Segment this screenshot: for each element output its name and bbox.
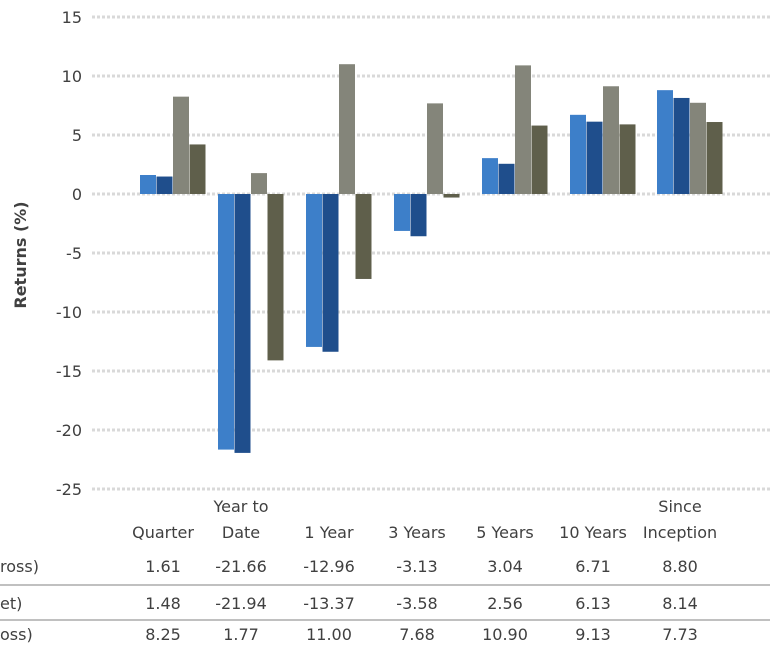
x-category-label: 3 Years [388,523,445,542]
bar [156,176,173,194]
table-cell: 6.71 [575,557,611,576]
y-tick-label: -25 [56,480,82,499]
bar [443,194,460,198]
y-axis-label: Returns (%) [11,201,30,308]
table-cell: 2.56 [487,594,523,613]
bar [189,144,206,194]
bar [173,96,189,194]
bar [394,194,410,231]
table-cell: -13.37 [303,594,355,613]
y-tick-label: -10 [56,303,82,322]
y-tick-label: 15 [62,8,82,27]
bar [515,65,531,194]
table-cell: 8.80 [662,557,698,576]
table-row-label: ross) [0,557,39,576]
bar [586,121,603,194]
y-tick-label: 10 [62,67,82,86]
table-row-label: et) [0,594,22,613]
bar [482,158,498,194]
bar [218,194,234,450]
x-category-label: 1 Year [304,523,354,542]
data-table: ross) 1.61 -21.66 -12.96 -3.13 3.04 6.71 8.80 et… [0,557,770,644]
y-tick-label: -20 [56,421,82,440]
bar [657,90,673,194]
table-cell: 7.73 [662,625,698,644]
x-category-label: 5 Years [476,523,533,542]
table-cell: 10.90 [482,625,528,644]
bar [619,124,636,194]
bar [306,194,322,347]
x-category-label: Since [658,497,701,516]
x-category-labels: Quarter Year to Date 1 Year 3 Years 5 Years 10… [132,497,717,542]
bar [267,194,284,361]
bar [673,97,690,194]
x-category-label: Year to [212,497,268,516]
table-cell: -3.58 [396,594,437,613]
y-tick-label: 5 [72,126,82,145]
bar [690,102,706,194]
bars [140,64,723,453]
bar [570,114,586,194]
x-category-label: Date [222,523,260,542]
y-tick-label: 0 [72,185,82,204]
x-category-label: 10 Years [559,523,627,542]
table-cell: -3.13 [396,557,437,576]
table-cell: 1.61 [145,557,181,576]
x-category-label: Quarter [132,523,194,542]
bar [140,175,156,194]
bar [603,86,619,194]
y-tick-label: -15 [56,362,82,381]
bar [410,194,427,237]
table-cell: 6.13 [575,594,611,613]
x-category-label: Inception [643,523,717,542]
table-cell: 9.13 [575,625,611,644]
table-cell: -21.66 [215,557,267,576]
table-cell: 11.00 [306,625,352,644]
table-cell: 8.25 [145,625,181,644]
bar [531,125,548,194]
bar [322,194,339,352]
table-cell: 7.68 [399,625,435,644]
table-cell: 1.48 [145,594,181,613]
bar [706,122,723,194]
table-cell: -21.94 [215,594,267,613]
gridlines [92,15,770,491]
bar [234,194,251,453]
bar [355,194,372,279]
table-row-label: oss) [0,625,33,644]
table-cell: -12.96 [303,557,355,576]
y-tick-labels: 15 10 5 0 -5 -10 -15 -20 -25 [56,8,82,499]
bar [498,163,515,194]
table-cell: 3.04 [487,557,523,576]
table-cell: 1.77 [223,625,259,644]
table-cell: 8.14 [662,594,698,613]
bar [339,64,355,194]
y-tick-label: -5 [66,244,82,263]
bar [427,103,443,194]
bar [251,173,267,194]
